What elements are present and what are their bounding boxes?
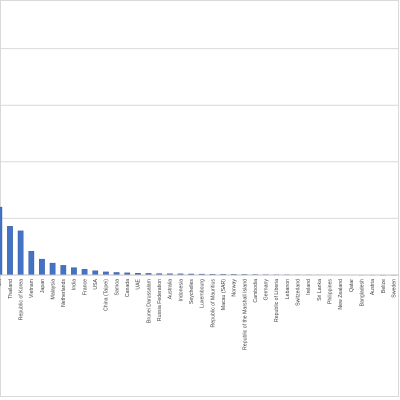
x-tick-label: Thailand <box>8 279 14 299</box>
x-tick-label: India <box>72 279 78 290</box>
x-tick-label: Bangladesh <box>359 279 365 307</box>
x-tick-label: Qatar <box>349 279 355 292</box>
x-tick-label: France <box>82 279 88 295</box>
x-tick-label: UAE <box>136 278 142 289</box>
x-tick-label: Sri Lanka <box>317 279 323 301</box>
x-tick-label: Canada <box>125 279 131 297</box>
x-tick-label: Cambodia <box>253 279 259 303</box>
x-tick-label: Brunei Darussalam <box>146 279 152 323</box>
bar <box>60 265 67 276</box>
bar <box>39 258 45 276</box>
x-tick-label: China (Taipei) <box>104 279 110 311</box>
x-tick-label: Indonesia <box>178 279 184 302</box>
gridlines <box>0 48 399 219</box>
x-tick-label: Macau (SAR) <box>221 279 227 310</box>
x-tick-label: Netherlands <box>61 279 67 307</box>
x-tick-label: Luxembourg <box>200 279 206 308</box>
x-tick-label: Republic of Liberia <box>274 279 280 322</box>
x-tick-label: Republic of the Marshall Island <box>242 279 248 350</box>
bar <box>7 226 13 276</box>
x-tick-label: New Zealand <box>338 279 344 310</box>
x-tick-label: Republic of Korea <box>18 279 24 320</box>
x-tick-label: Switzerland <box>296 279 302 306</box>
bars <box>0 206 397 276</box>
x-tick-label: Republic of Mauritius <box>210 279 216 328</box>
x-tick-label: Ireland <box>306 279 312 295</box>
x-tick-label: Malaysia <box>50 279 56 300</box>
bar <box>49 262 56 276</box>
x-tick-label: Norway <box>232 279 238 297</box>
x-tick-label: Seychelles <box>189 279 195 304</box>
x-tick-label: Belize <box>381 279 387 293</box>
x-tick-label: Sweden <box>391 279 397 298</box>
x-tick-label: Philippines <box>328 279 334 304</box>
bar <box>71 267 77 276</box>
bar <box>92 270 99 276</box>
x-tick-label: Austria <box>370 279 376 295</box>
x-tick-label: UK <box>0 278 3 286</box>
bar <box>28 251 35 276</box>
x-tick-label: Australia <box>168 279 174 299</box>
x-tick-label: Germany <box>264 279 270 301</box>
x-tick-label: Samoa <box>114 279 120 296</box>
x-tick-labels: UK Thailand Republic of Korea Vietnam Japan M… <box>0 278 397 349</box>
bar <box>81 269 88 276</box>
x-tick-label: Russia Federation <box>157 279 163 321</box>
x-tick-label: Japan <box>40 279 46 293</box>
x-tick-label: USA <box>93 278 99 289</box>
x-tick-label: Vietnam <box>29 279 35 298</box>
bar <box>0 206 3 276</box>
bar <box>17 230 24 276</box>
x-tick-label: Lebanon <box>285 279 291 299</box>
